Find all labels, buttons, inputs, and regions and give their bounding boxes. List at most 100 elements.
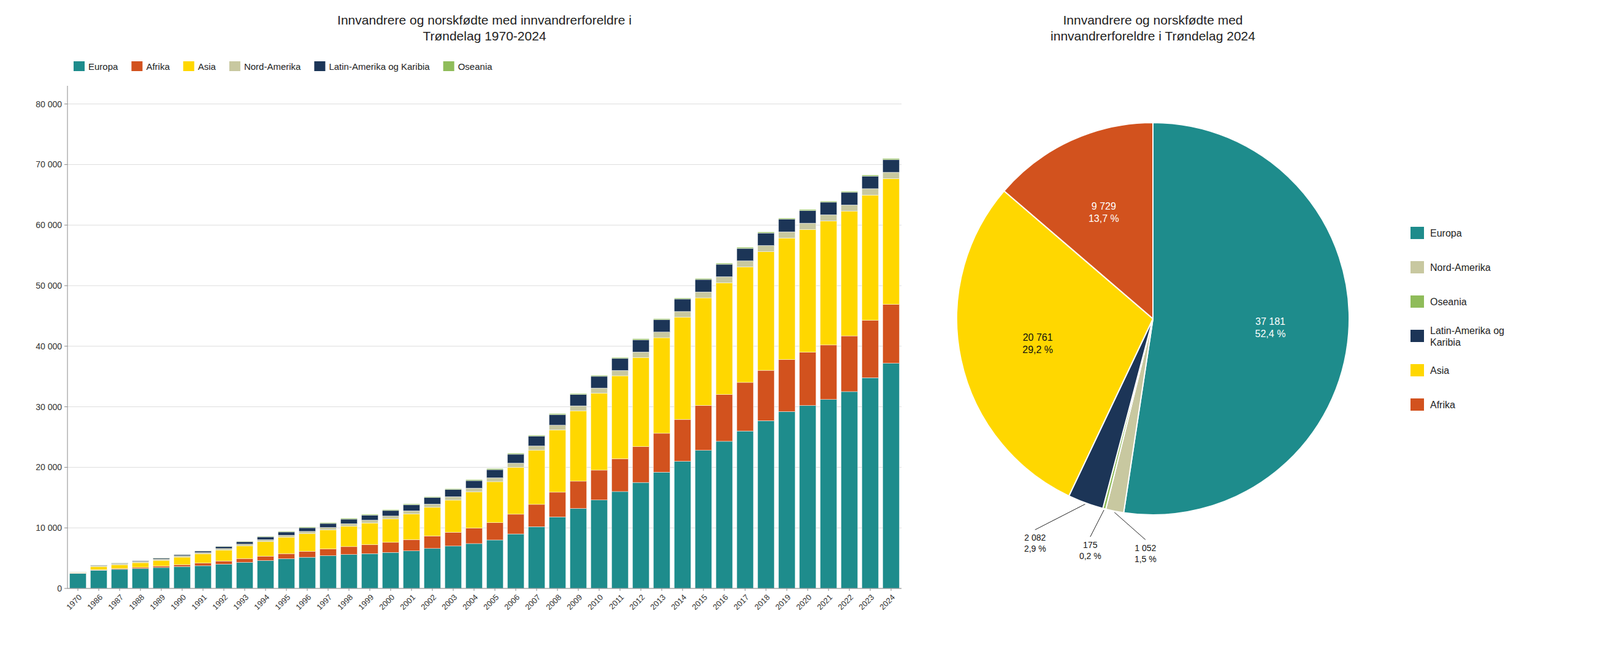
bar — [507, 467, 524, 514]
bar — [465, 492, 483, 529]
bar — [673, 419, 691, 462]
bar — [799, 223, 816, 230]
y-tick-label: 80 000 — [35, 99, 62, 110]
legend-label: Asia — [1430, 365, 1450, 376]
x-tick-label: 2009 — [564, 593, 584, 613]
bar — [590, 388, 608, 394]
legend-swatch — [73, 61, 85, 72]
bar — [569, 509, 587, 589]
bar — [778, 237, 795, 360]
bar — [819, 345, 837, 400]
y-tick — [64, 285, 68, 287]
y-tick-label: 50 000 — [35, 280, 62, 291]
bar — [840, 336, 858, 392]
x-tick-label: 2005 — [481, 593, 501, 613]
x-tick-label: 1992 — [210, 593, 230, 613]
bar — [486, 523, 503, 541]
bar — [653, 472, 670, 589]
pie-slice — [1123, 122, 1350, 516]
bar — [611, 491, 628, 589]
bar — [632, 339, 649, 353]
bar — [861, 195, 879, 321]
bar — [69, 572, 86, 575]
bar — [507, 463, 524, 468]
bar — [194, 551, 211, 553]
bar-series — [69, 363, 900, 589]
y-tick-label: 70 000 — [35, 159, 62, 170]
bar — [194, 563, 211, 567]
bar — [111, 562, 128, 565]
bar — [340, 526, 357, 548]
bar — [236, 544, 253, 547]
bar — [423, 535, 441, 549]
legend-item: Europa — [73, 61, 119, 72]
bar — [465, 543, 483, 589]
bar — [632, 447, 649, 483]
x-tick-label: 1990 — [168, 593, 188, 613]
bar — [361, 514, 378, 516]
legend-swatch — [1410, 226, 1424, 240]
bar — [236, 562, 253, 589]
bar — [256, 556, 274, 561]
x-tick-label: 1999 — [356, 593, 376, 613]
bar — [819, 201, 837, 203]
x-tick-label: 2011 — [607, 593, 626, 612]
legend-swatch — [131, 61, 143, 72]
bar — [548, 492, 566, 518]
x-tick-label: 2024 — [877, 593, 897, 613]
bar — [111, 562, 128, 564]
bar — [590, 500, 608, 589]
x-tick-label: 2017 — [731, 593, 751, 613]
text-line: innvandrerforeldre i Trøndelag 2024 — [1050, 28, 1256, 43]
bar — [715, 264, 733, 277]
bar — [173, 557, 191, 565]
bar — [861, 320, 879, 379]
bar — [590, 470, 608, 501]
text-line: Latin-Amerika og — [1430, 325, 1505, 336]
bar — [361, 523, 378, 545]
bar — [611, 370, 628, 376]
bar — [277, 531, 295, 533]
legend: EuropaNord-AmerikaOseaniaLatin-Amerika o… — [1410, 226, 1505, 411]
bar — [215, 547, 232, 549]
x-tick — [599, 588, 600, 592]
legend-item: Latin-Amerika ogKaribia — [1410, 325, 1505, 348]
x-tick-label: 2019 — [773, 593, 793, 613]
bar — [819, 399, 837, 589]
x-tick-label: 1989 — [147, 593, 167, 613]
bar — [778, 219, 795, 232]
y-tick — [64, 467, 68, 468]
text-line: 2,9 % — [1024, 543, 1047, 554]
text-line: 52,4 % — [1255, 328, 1287, 340]
x-tick — [369, 588, 371, 592]
x-tick — [849, 588, 850, 592]
bar — [507, 534, 524, 589]
leader-line — [1090, 510, 1104, 538]
legend-swatch — [183, 61, 195, 72]
legend-item: Latin-Amerika og Karibia — [313, 61, 430, 72]
legend-label: Latin-Amerika og Karibia — [328, 61, 430, 72]
x-tick — [828, 588, 830, 592]
bar — [694, 279, 712, 292]
x-tick — [515, 588, 517, 592]
bar — [319, 530, 337, 550]
bar — [507, 514, 524, 535]
bar — [444, 532, 462, 547]
legend-label: Afrika — [1430, 399, 1456, 411]
bar — [215, 564, 232, 589]
legend-swatch — [1410, 398, 1424, 411]
bar — [298, 528, 316, 532]
text-line: Trøndelag 1970-2024 — [422, 28, 547, 43]
y-axis-line — [67, 85, 69, 589]
y-tick-label: 10 000 — [35, 523, 62, 533]
x-tick-label: 2001 — [398, 593, 418, 613]
bar — [653, 337, 670, 434]
bar — [694, 278, 712, 280]
x-tick — [140, 588, 142, 592]
page-body: {"chart_data": [ {"type": "bar", "title"… — [0, 0, 1600, 662]
bar — [152, 566, 170, 568]
bar — [111, 564, 128, 569]
bar — [757, 231, 774, 234]
x-tick-label: 1996 — [293, 593, 313, 613]
bar — [548, 425, 566, 431]
